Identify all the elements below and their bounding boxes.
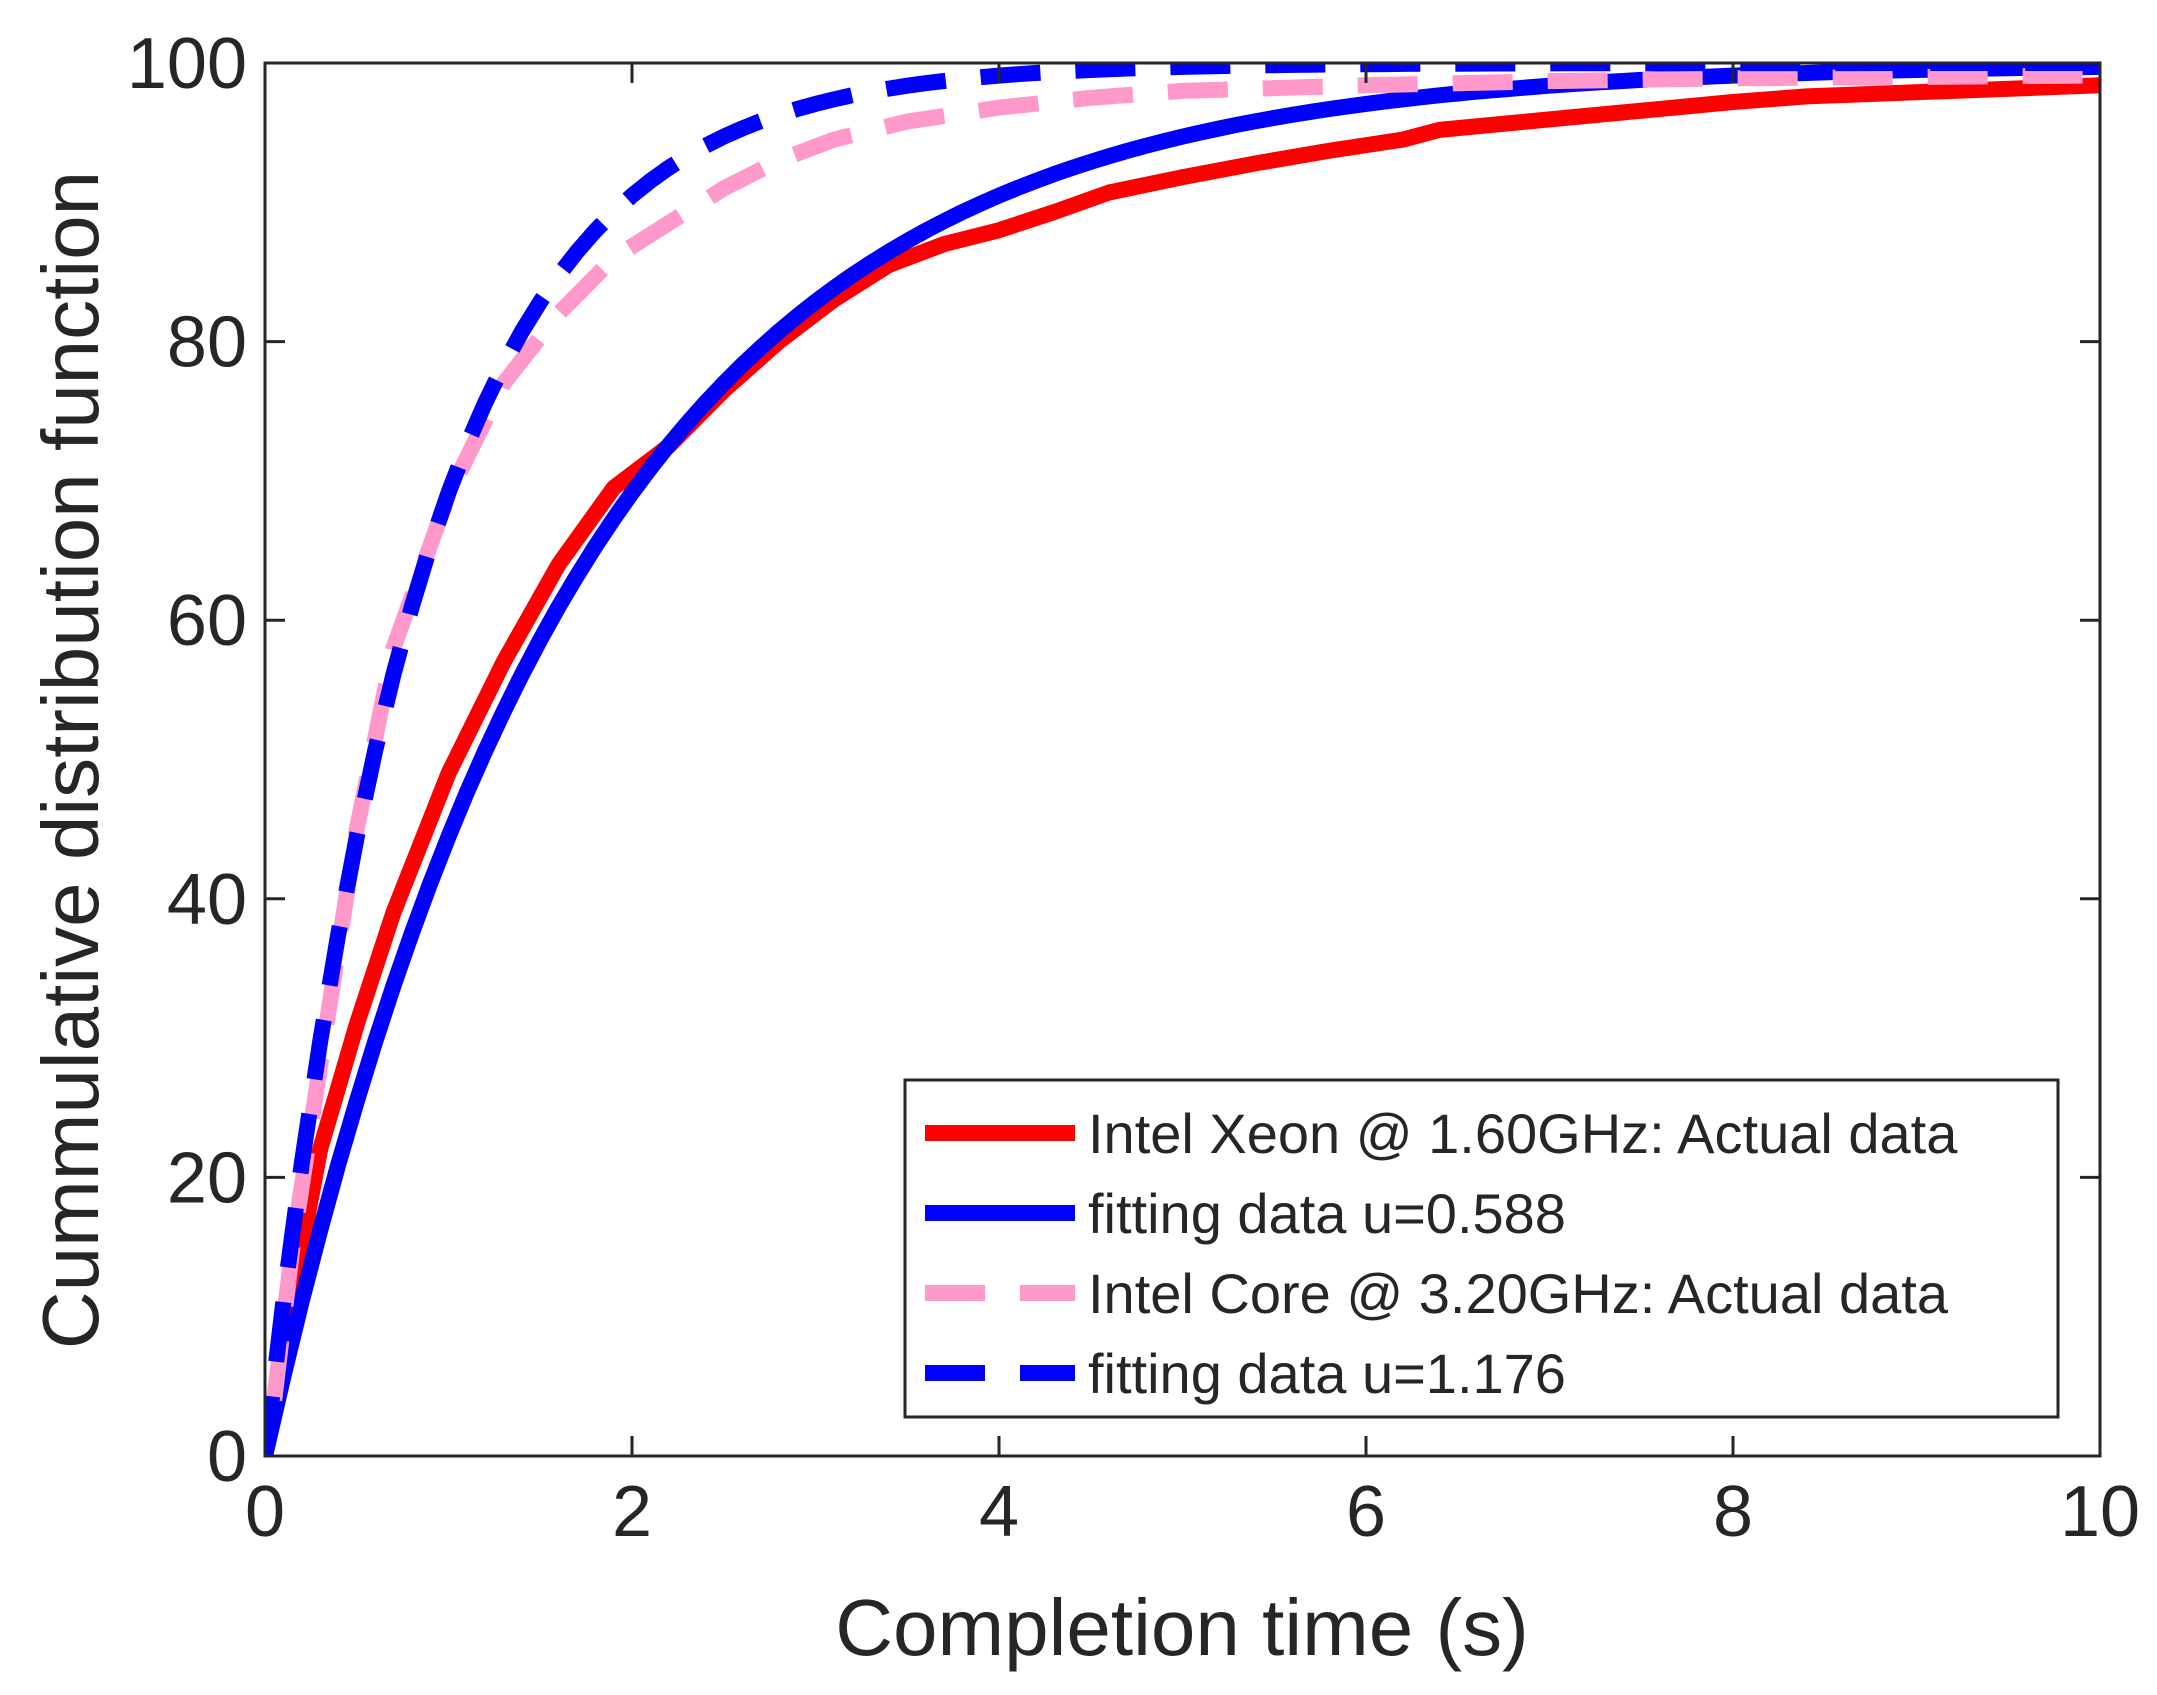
y-tick-label: 60 [167,581,247,661]
legend-label-2: fitting data u=0.588 [1088,1182,1566,1245]
legend-label-3: Intel Core @ 3.20GHz: Actual data [1088,1262,1949,1325]
y-tick-label: 20 [167,1138,247,1218]
x-tick-label: 0 [245,1472,285,1552]
y-tick-label: 80 [167,303,247,383]
x-tick-label: 10 [2060,1472,2140,1552]
legend: Intel Xeon @ 1.60GHz: Actual data fitting… [903,1078,2060,1419]
x-axis-title: Completion time (s) [835,1583,1529,1672]
y-tick-label: 100 [127,24,247,104]
series-line-1 [275,77,2100,1347]
x-tick-label: 8 [1713,1472,1753,1552]
y-axis-title: Cummulative distribution function [26,171,115,1349]
series-line-3 [266,67,2100,1402]
plot-area-frame [263,61,2102,1458]
x-tick-label: 2 [612,1472,652,1552]
legend-label-4: fitting data u=1.176 [1088,1342,1566,1405]
y-tick-label: 0 [207,1417,247,1497]
x-tick-label: 4 [979,1472,1019,1552]
y-tick-label: 40 [167,860,247,940]
legend-label-1: Intel Xeon @ 1.60GHz: Actual data [1088,1102,1958,1165]
legend-box [903,1078,2060,1419]
x-tick-label: 6 [1346,1472,1386,1552]
